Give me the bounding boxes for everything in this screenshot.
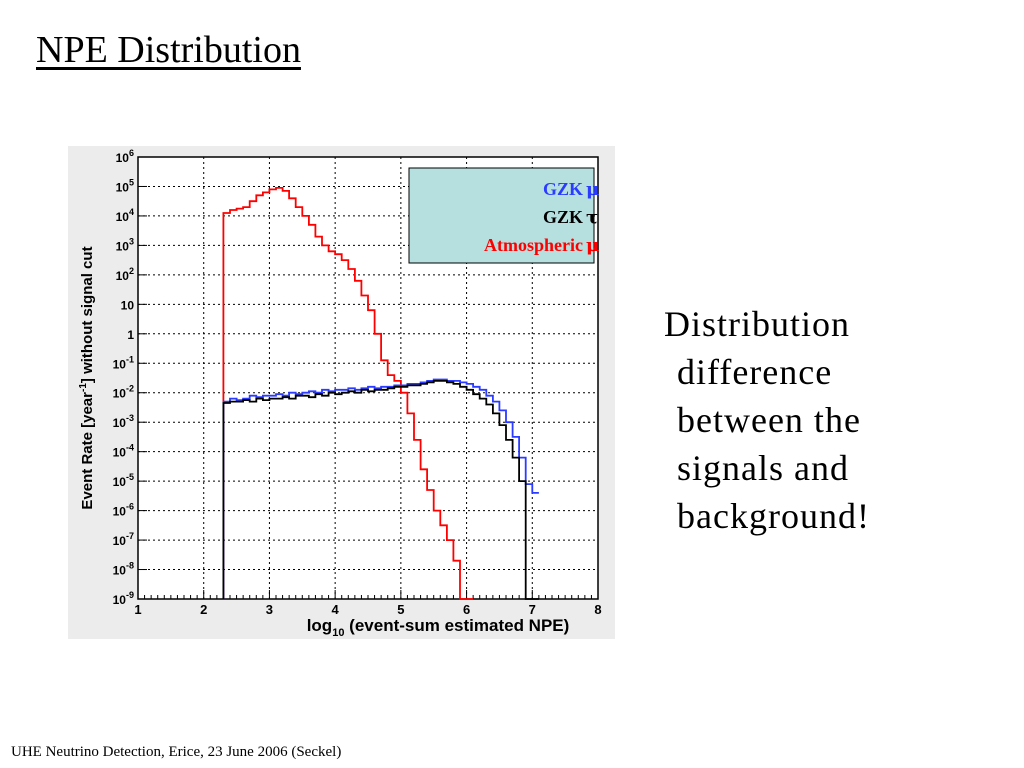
legend-entry: GZK xyxy=(543,207,583,227)
bullet-text: Distribution difference between the sign… xyxy=(664,300,870,540)
x-tick-label: 1 xyxy=(134,602,141,617)
legend-entry: GZK xyxy=(543,179,583,199)
bullet-line: background! xyxy=(677,496,870,536)
slide-title: NPE Distribution xyxy=(36,29,301,71)
y-axis-label: Event Rate [year-1] without signal cut xyxy=(78,246,96,509)
npe-histogram-chart: 1 2 3 4 5 6 7 8 106 105 104 103 102 10 1 10-1 10-2 10-3 10… xyxy=(68,146,615,639)
x-tick-label: 6 xyxy=(463,602,470,617)
legend-entry: Atmospheric xyxy=(484,235,583,255)
x-tick-label: 7 xyxy=(529,602,536,617)
series-line xyxy=(222,380,539,600)
series-group xyxy=(222,187,539,600)
x-tick-label: 2 xyxy=(200,602,207,617)
x-axis-label: log10 (event-sum estimated NPE) xyxy=(307,616,570,639)
chart-svg: 1 2 3 4 5 6 7 810610510410310210110-110-210-310… xyxy=(68,146,615,639)
x-tick-label: 3 xyxy=(266,602,273,617)
x-tick-label: 4 xyxy=(332,602,340,617)
bullet-line: signals and xyxy=(677,448,849,488)
y-tick-label: 10 xyxy=(121,298,135,312)
bullet-line: Distribution xyxy=(664,304,851,344)
series-line xyxy=(222,187,474,600)
legend-symbol: μ xyxy=(586,235,599,256)
bullet-line: difference xyxy=(677,352,833,392)
x-tick-label: 5 xyxy=(397,602,404,617)
legend-symbol: μ xyxy=(586,179,599,200)
legend-box xyxy=(408,167,595,264)
y-tick-label: 1 xyxy=(127,328,134,342)
bullet-line: between the xyxy=(677,400,861,440)
slide-footer: UHE Neutrino Detection, Erice, 23 June 2… xyxy=(11,744,342,760)
legend-symbol: τ xyxy=(586,207,598,228)
series-line xyxy=(222,378,539,599)
x-tick-label: 8 xyxy=(594,602,601,617)
